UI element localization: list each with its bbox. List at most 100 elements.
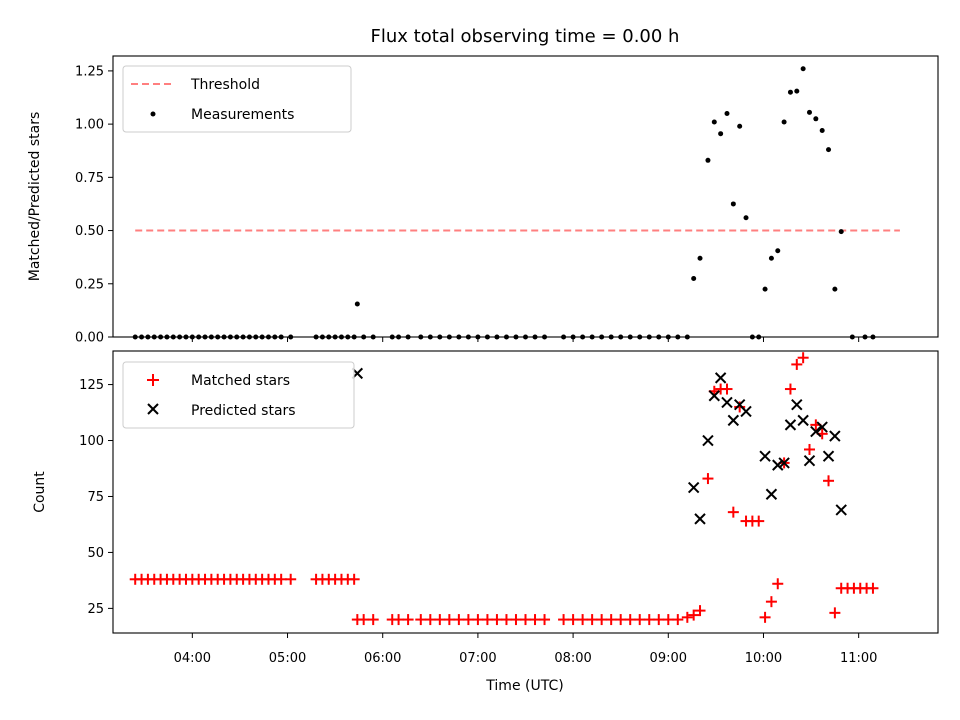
matched-star-point xyxy=(462,614,474,626)
legend-matched-label: Matched stars xyxy=(191,373,290,389)
predicted-star-point xyxy=(784,419,797,431)
predicted-star-point xyxy=(687,481,700,494)
matched-star-point xyxy=(443,614,455,626)
bottom-panel-x-ticks: 04:00 05:00 06:00 07:00 08:00 09:00 10:00 11:00 xyxy=(174,633,877,666)
predicted-star-point xyxy=(721,396,733,409)
predicted-star-point xyxy=(702,434,714,447)
matched-star-point xyxy=(823,475,835,487)
matched-star-point xyxy=(453,614,465,626)
top-panel-y-ticks: 0.00 0.25 0.50 0.75 1.00 1.25 xyxy=(75,64,113,346)
measurement-point xyxy=(832,286,838,292)
predicted-star-point xyxy=(829,430,841,442)
measurement-point xyxy=(819,128,825,134)
matched-star-point xyxy=(285,573,297,585)
matched-star-point xyxy=(797,352,809,364)
predicted-star-point xyxy=(759,450,771,462)
top-panel-marks xyxy=(132,66,900,340)
matched-star-point xyxy=(358,614,370,626)
measurement-point xyxy=(826,147,832,153)
bottom-x-tick-label: 10:00 xyxy=(745,651,782,666)
measurement-point xyxy=(711,119,717,125)
matched-star-point xyxy=(829,607,841,619)
matched-star-point xyxy=(624,614,636,626)
top-panel-x-ticks xyxy=(191,337,860,342)
top-y-tick-label: 0.25 xyxy=(75,277,104,292)
matched-star-point xyxy=(784,383,796,395)
predicted-star-point xyxy=(714,372,727,384)
matched-star-point xyxy=(803,443,815,455)
predicted-star-point xyxy=(772,459,784,471)
matched-star-point xyxy=(765,596,777,608)
predicted-star-point xyxy=(835,504,847,516)
predicted-star-point xyxy=(816,421,828,433)
bottom-panel-marks xyxy=(129,352,879,626)
measurement-point xyxy=(787,89,793,95)
predicted-star-point xyxy=(791,399,803,411)
matched-star-point xyxy=(867,582,879,594)
matched-star-point xyxy=(586,614,598,626)
top-panel-frame xyxy=(112,55,939,338)
legend-measurements-swatch xyxy=(150,111,156,117)
matched-star-point xyxy=(393,614,405,626)
bottom-x-tick-label: 07:00 xyxy=(459,651,496,666)
bottom-panel-y-ticks: 25 50 75 100 125 xyxy=(79,378,113,617)
matched-star-point xyxy=(694,605,706,617)
matched-star-point xyxy=(577,614,589,626)
figure-title: Flux total observing time = 0.00 h xyxy=(371,26,680,47)
bottom-panel-frame xyxy=(112,350,939,634)
measurement-point xyxy=(768,255,774,261)
measurement-point xyxy=(718,131,724,137)
matched-star-point xyxy=(275,573,287,585)
matched-star-point xyxy=(721,383,733,395)
top-y-tick-label: 1.25 xyxy=(75,64,104,79)
matched-star-point xyxy=(367,614,379,626)
matched-star-point xyxy=(688,609,700,621)
bottom-y-tick-label: 25 xyxy=(87,602,104,617)
measurement-point xyxy=(730,201,736,207)
measurement-point xyxy=(775,248,781,254)
matched-star-point xyxy=(348,573,360,585)
legend-measurements-label: Measurements xyxy=(191,107,294,123)
measurement-point xyxy=(724,110,730,116)
predicted-star-point xyxy=(810,425,822,438)
legend-threshold-label: Threshold xyxy=(190,77,260,93)
matched-star-point xyxy=(759,611,771,623)
top-panel-y-axis-label: Matched/Predicted stars xyxy=(27,112,43,282)
matched-star-point xyxy=(702,473,714,485)
measurement-point xyxy=(800,66,806,72)
measurement-point xyxy=(705,157,711,163)
legend-predicted-swatch xyxy=(147,403,159,415)
matched-star-point xyxy=(402,614,414,626)
bottom-legend-box xyxy=(122,361,355,429)
bottom-y-tick-label: 50 xyxy=(87,546,104,561)
matched-star-point xyxy=(491,614,503,626)
measurement-point xyxy=(762,286,768,292)
bottom-panel-y-axis-label: Count xyxy=(32,471,48,513)
matched-star-point xyxy=(791,358,803,370)
matched-star-point xyxy=(662,614,674,626)
matched-star-point xyxy=(672,614,684,626)
matched-star-point xyxy=(500,614,512,626)
matched-star-point xyxy=(634,614,646,626)
top-y-tick-label: 1.00 xyxy=(75,118,104,133)
bottom-y-tick-label: 75 xyxy=(87,490,104,505)
matched-star-point xyxy=(772,578,784,590)
bottom-x-tick-label: 11:00 xyxy=(840,651,877,666)
measurement-point xyxy=(813,116,819,122)
measurement-point xyxy=(794,88,800,94)
bottom-x-tick-label: 09:00 xyxy=(650,651,687,666)
matched-star-point xyxy=(567,614,579,626)
measurement-point xyxy=(781,119,787,125)
predicted-star-point xyxy=(694,513,706,525)
bottom-panel-counts: 25 50 75 100 125 04:00 05:00 06:00 07:00 08:00 09… xyxy=(32,350,939,694)
measurement-point xyxy=(806,109,812,115)
matched-star-point xyxy=(520,614,531,626)
matched-star-point xyxy=(481,614,493,626)
predicted-star-point xyxy=(803,454,816,467)
matched-star-point xyxy=(605,614,617,626)
measurement-point xyxy=(838,229,844,235)
bottom-panel-x-axis-label: Time (UTC) xyxy=(485,678,563,694)
bottom-x-tick-label: 08:00 xyxy=(554,651,591,666)
predicted-star-point xyxy=(797,414,809,427)
matched-star-point xyxy=(415,614,427,626)
